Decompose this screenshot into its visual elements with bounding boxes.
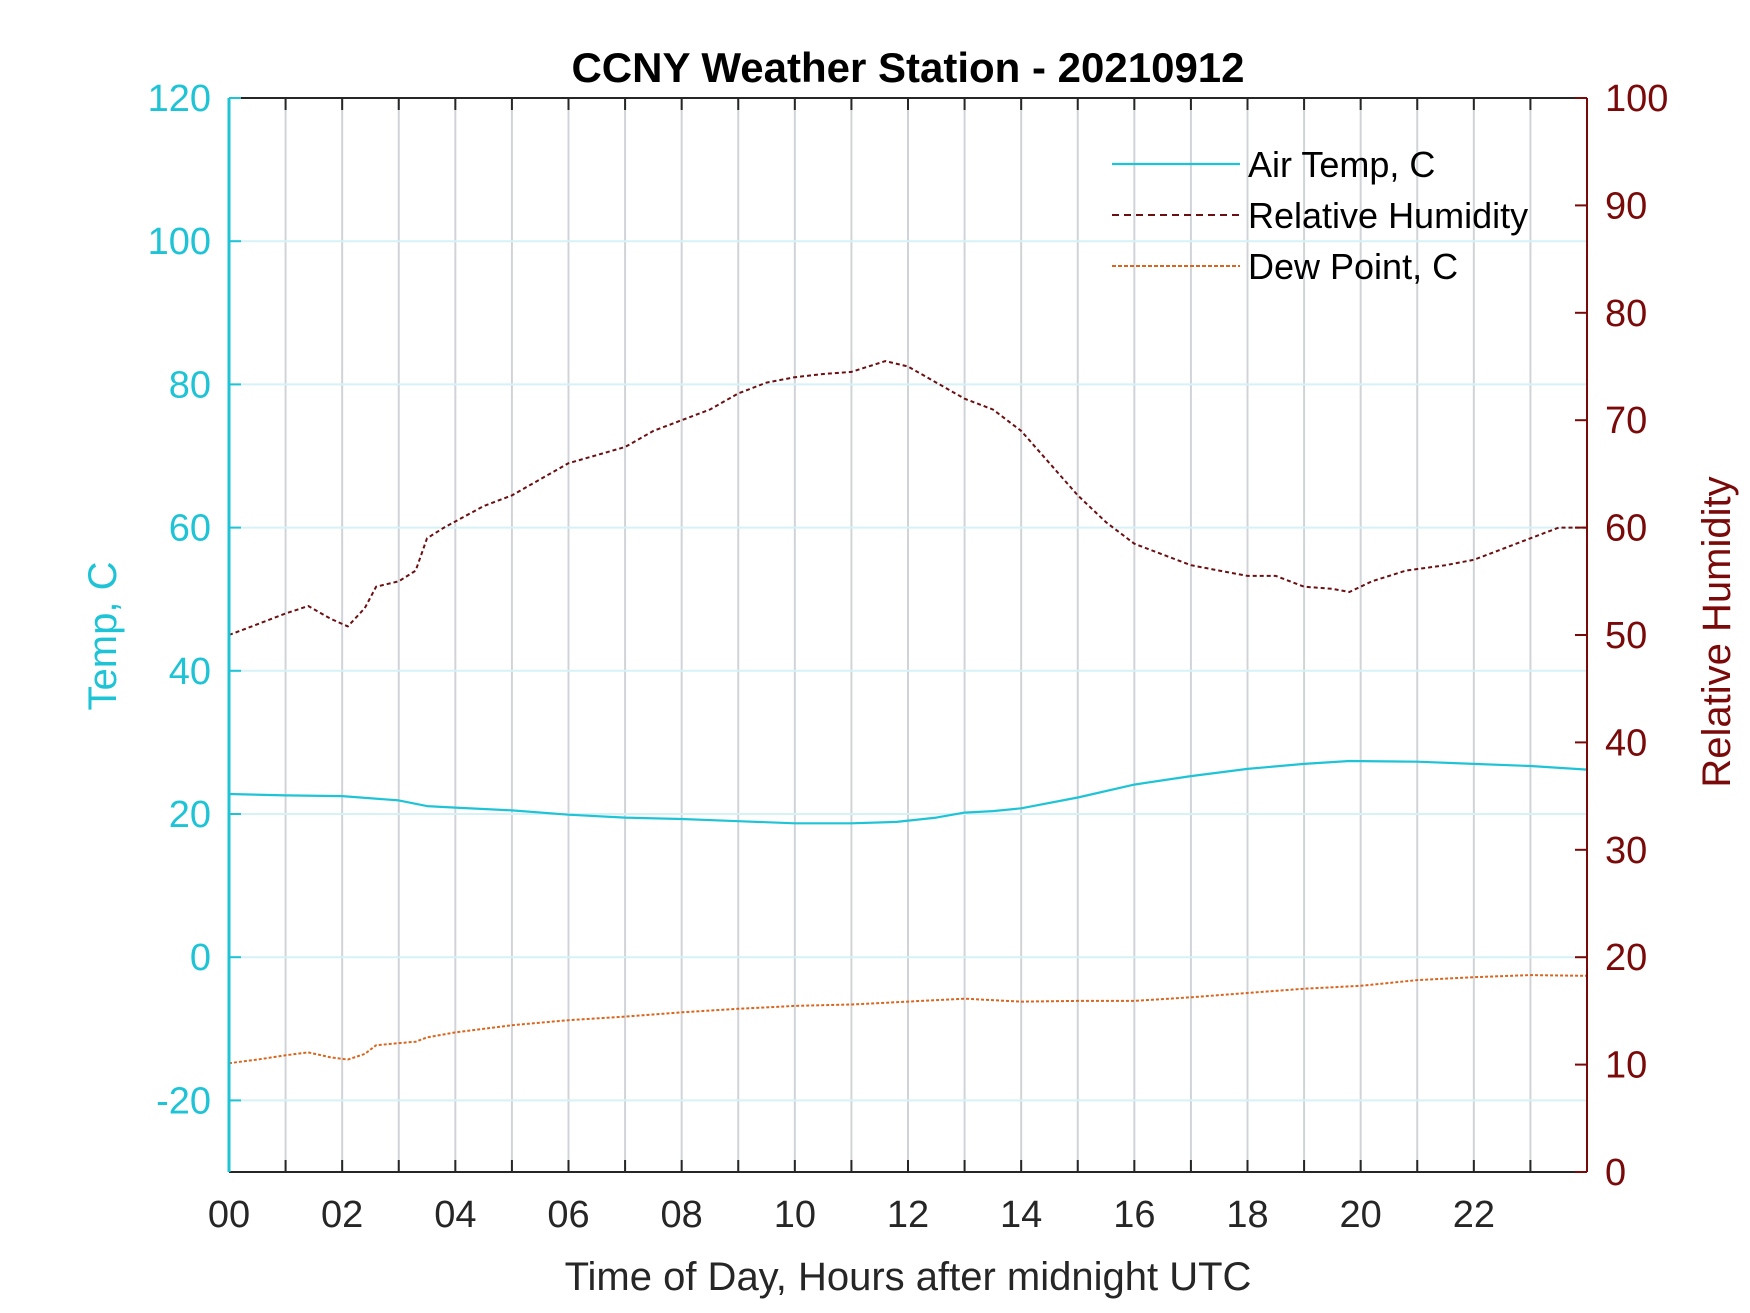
y-right-tick-label: 50 — [1605, 615, 1647, 657]
y-right-tick-label: 0 — [1605, 1152, 1626, 1194]
y-right-tick-label: 20 — [1605, 937, 1647, 979]
grid — [229, 98, 1587, 1172]
y-left-tick-label: 20 — [169, 794, 211, 836]
series-line-1 — [228, 759, 1588, 825]
x-tick-label: 04 — [434, 1194, 476, 1236]
x-tick-label: 12 — [887, 1194, 929, 1236]
x-tick-label: 22 — [1453, 1194, 1495, 1236]
legend-label-1: Air Temp, C — [1248, 144, 1435, 185]
y-right-tick-label: 100 — [1605, 78, 1668, 120]
y-right-tick-label: 60 — [1605, 508, 1647, 550]
y-left-tick-label: 100 — [148, 221, 211, 263]
series-line-2 — [228, 360, 1587, 636]
x-tick-label: 08 — [661, 1194, 703, 1236]
x-tick-label: 20 — [1340, 1194, 1382, 1236]
y-right-tick-label: 10 — [1605, 1045, 1647, 1087]
y-right-tick-label: 30 — [1605, 830, 1647, 872]
y-axis-right-label: Relative Humidity — [1695, 476, 1739, 787]
x-tick-label: 14 — [1000, 1194, 1042, 1236]
x-tick-label: 18 — [1226, 1194, 1268, 1236]
y-left-tick-label: 120 — [148, 78, 211, 120]
y-left-tick-label: -20 — [156, 1080, 211, 1122]
y-left-tick-label: 80 — [169, 364, 211, 406]
legend: Air Temp, C Relative Humidity Dew Point, C — [1112, 144, 1528, 287]
y-right-tick-label: 90 — [1605, 185, 1647, 227]
y-left-tick-label: 40 — [169, 651, 211, 693]
chart-title: CCNY Weather Station - 20210912 — [571, 44, 1244, 91]
y-right-tick-label: 70 — [1605, 400, 1647, 442]
x-axis-label: Time of Day, Hours after midnight UTC — [565, 1255, 1252, 1299]
series-layer — [228, 360, 1588, 1065]
y-left-tick-label: 0 — [190, 937, 211, 979]
y-axis-left-label: Temp, C — [81, 562, 125, 711]
x-tick-label: 00 — [208, 1194, 250, 1236]
y-right-tick-label: 80 — [1605, 293, 1647, 335]
x-tick-label: 06 — [547, 1194, 589, 1236]
x-tick-label: 10 — [774, 1194, 816, 1236]
x-tick-label: 16 — [1113, 1194, 1155, 1236]
ticks: 00 02 04 06 08 10 12 14 16 18 20 22-200204060801001… — [148, 78, 1669, 1236]
x-tick-label: 02 — [321, 1194, 363, 1236]
y-right-tick-label: 40 — [1605, 722, 1647, 764]
legend-label-2: Relative Humidity — [1248, 195, 1528, 236]
legend-label-3: Dew Point, C — [1248, 246, 1458, 287]
y-left-tick-label: 60 — [169, 508, 211, 550]
